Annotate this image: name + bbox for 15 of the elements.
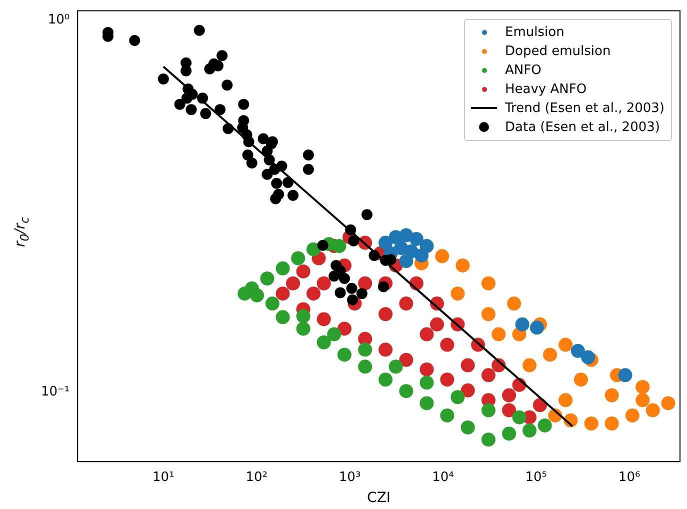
y-tick-label: 10⁰ [48, 12, 70, 28]
legend-label: Data (Esen et al., 2003) [505, 118, 660, 137]
x-tick-label: 10² [246, 470, 268, 485]
y-tick-label: 10⁻¹ [40, 384, 70, 400]
x-tick-label: 10⁶ [618, 470, 640, 485]
legend-label: Trend (Esen et al., 2003) [505, 100, 664, 118]
legend-label: Heavy ANFO [505, 80, 587, 99]
legend-label: ANFO [505, 62, 542, 80]
x-tick-label: 10⁴ [432, 470, 454, 485]
legend-label: Doped emulsion [505, 42, 611, 61]
x-tick-label: 10¹ [152, 470, 174, 485]
x-axis-title: CZI [367, 490, 391, 506]
x-tick-label: 10³ [338, 470, 361, 485]
legend-label: Emulsion [505, 24, 564, 42]
x-tick-label: 10⁵ [525, 470, 548, 485]
